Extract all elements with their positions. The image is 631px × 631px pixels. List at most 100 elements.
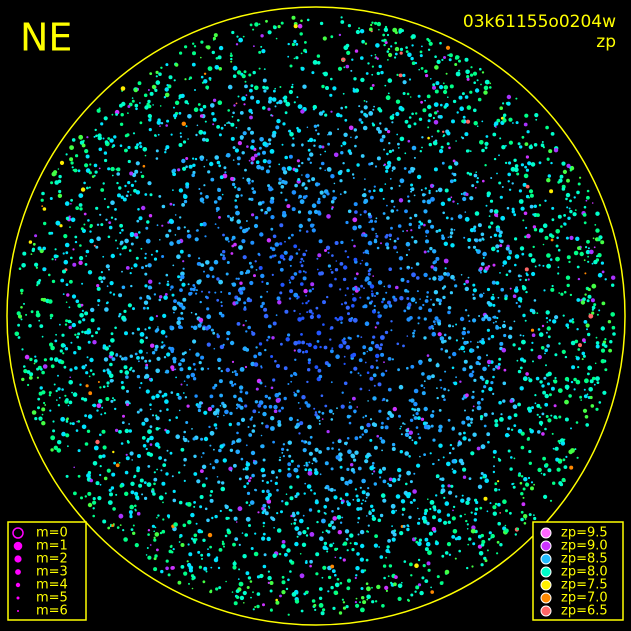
star	[515, 286, 518, 289]
star	[144, 256, 147, 260]
star	[216, 277, 220, 281]
star	[384, 84, 387, 87]
star	[209, 266, 214, 272]
star	[499, 239, 502, 242]
star	[466, 523, 469, 526]
star	[609, 340, 613, 344]
star	[370, 54, 373, 57]
star	[130, 183, 134, 187]
star	[452, 505, 456, 509]
star	[159, 531, 163, 535]
star	[524, 165, 527, 169]
star	[214, 291, 217, 294]
star	[397, 224, 402, 228]
star	[99, 473, 102, 477]
star	[184, 100, 189, 104]
star	[393, 582, 397, 587]
star	[410, 398, 415, 403]
star	[57, 193, 63, 198]
star	[489, 209, 493, 213]
star	[479, 375, 484, 380]
star	[297, 340, 301, 345]
star	[425, 235, 428, 237]
star	[336, 592, 339, 595]
star	[414, 213, 418, 218]
star	[244, 466, 249, 471]
star	[271, 97, 277, 102]
star	[203, 566, 208, 571]
star	[555, 457, 560, 462]
star	[584, 272, 587, 275]
star	[428, 308, 432, 313]
star	[130, 267, 133, 270]
star	[238, 568, 241, 571]
star	[155, 427, 160, 431]
star	[444, 569, 450, 575]
star	[156, 548, 159, 552]
star	[272, 378, 276, 382]
star	[294, 494, 298, 498]
star	[300, 66, 303, 69]
star	[49, 409, 52, 412]
star	[561, 187, 566, 191]
star	[302, 514, 305, 517]
star	[545, 331, 548, 334]
star	[360, 110, 364, 114]
star	[560, 292, 564, 296]
star	[352, 88, 357, 93]
star	[194, 538, 198, 541]
star	[235, 126, 238, 129]
star	[239, 226, 243, 230]
star	[226, 337, 230, 341]
star	[430, 265, 434, 269]
star	[95, 134, 98, 138]
star	[179, 132, 182, 135]
star	[560, 441, 566, 446]
star	[265, 169, 270, 174]
star	[162, 518, 165, 521]
star	[558, 342, 561, 345]
star	[408, 455, 411, 458]
star	[346, 287, 350, 290]
star	[247, 325, 251, 330]
star	[408, 248, 411, 251]
star	[376, 321, 380, 325]
star	[197, 323, 202, 328]
star	[293, 101, 296, 104]
star	[315, 129, 318, 132]
star	[541, 412, 545, 416]
star	[415, 540, 419, 544]
star	[499, 543, 503, 547]
star	[136, 356, 140, 360]
star	[434, 323, 436, 326]
star	[253, 354, 258, 359]
star	[255, 99, 260, 104]
star	[106, 285, 109, 288]
star	[342, 162, 345, 165]
star	[447, 96, 449, 98]
star	[544, 427, 547, 431]
star	[181, 203, 186, 207]
star	[493, 157, 497, 161]
star	[77, 345, 80, 348]
star	[418, 117, 423, 122]
star	[321, 518, 326, 524]
star	[96, 286, 101, 291]
star	[358, 105, 361, 108]
star	[469, 150, 472, 153]
star	[109, 351, 115, 356]
star	[535, 118, 538, 121]
star	[65, 251, 69, 255]
star	[600, 348, 606, 353]
star	[316, 257, 319, 260]
star	[407, 427, 410, 430]
star	[123, 365, 128, 370]
star	[555, 256, 560, 262]
star	[79, 313, 84, 318]
star	[170, 566, 175, 570]
star	[360, 284, 363, 288]
star	[516, 359, 519, 362]
star	[555, 417, 558, 420]
star	[285, 337, 290, 342]
star	[348, 479, 353, 485]
